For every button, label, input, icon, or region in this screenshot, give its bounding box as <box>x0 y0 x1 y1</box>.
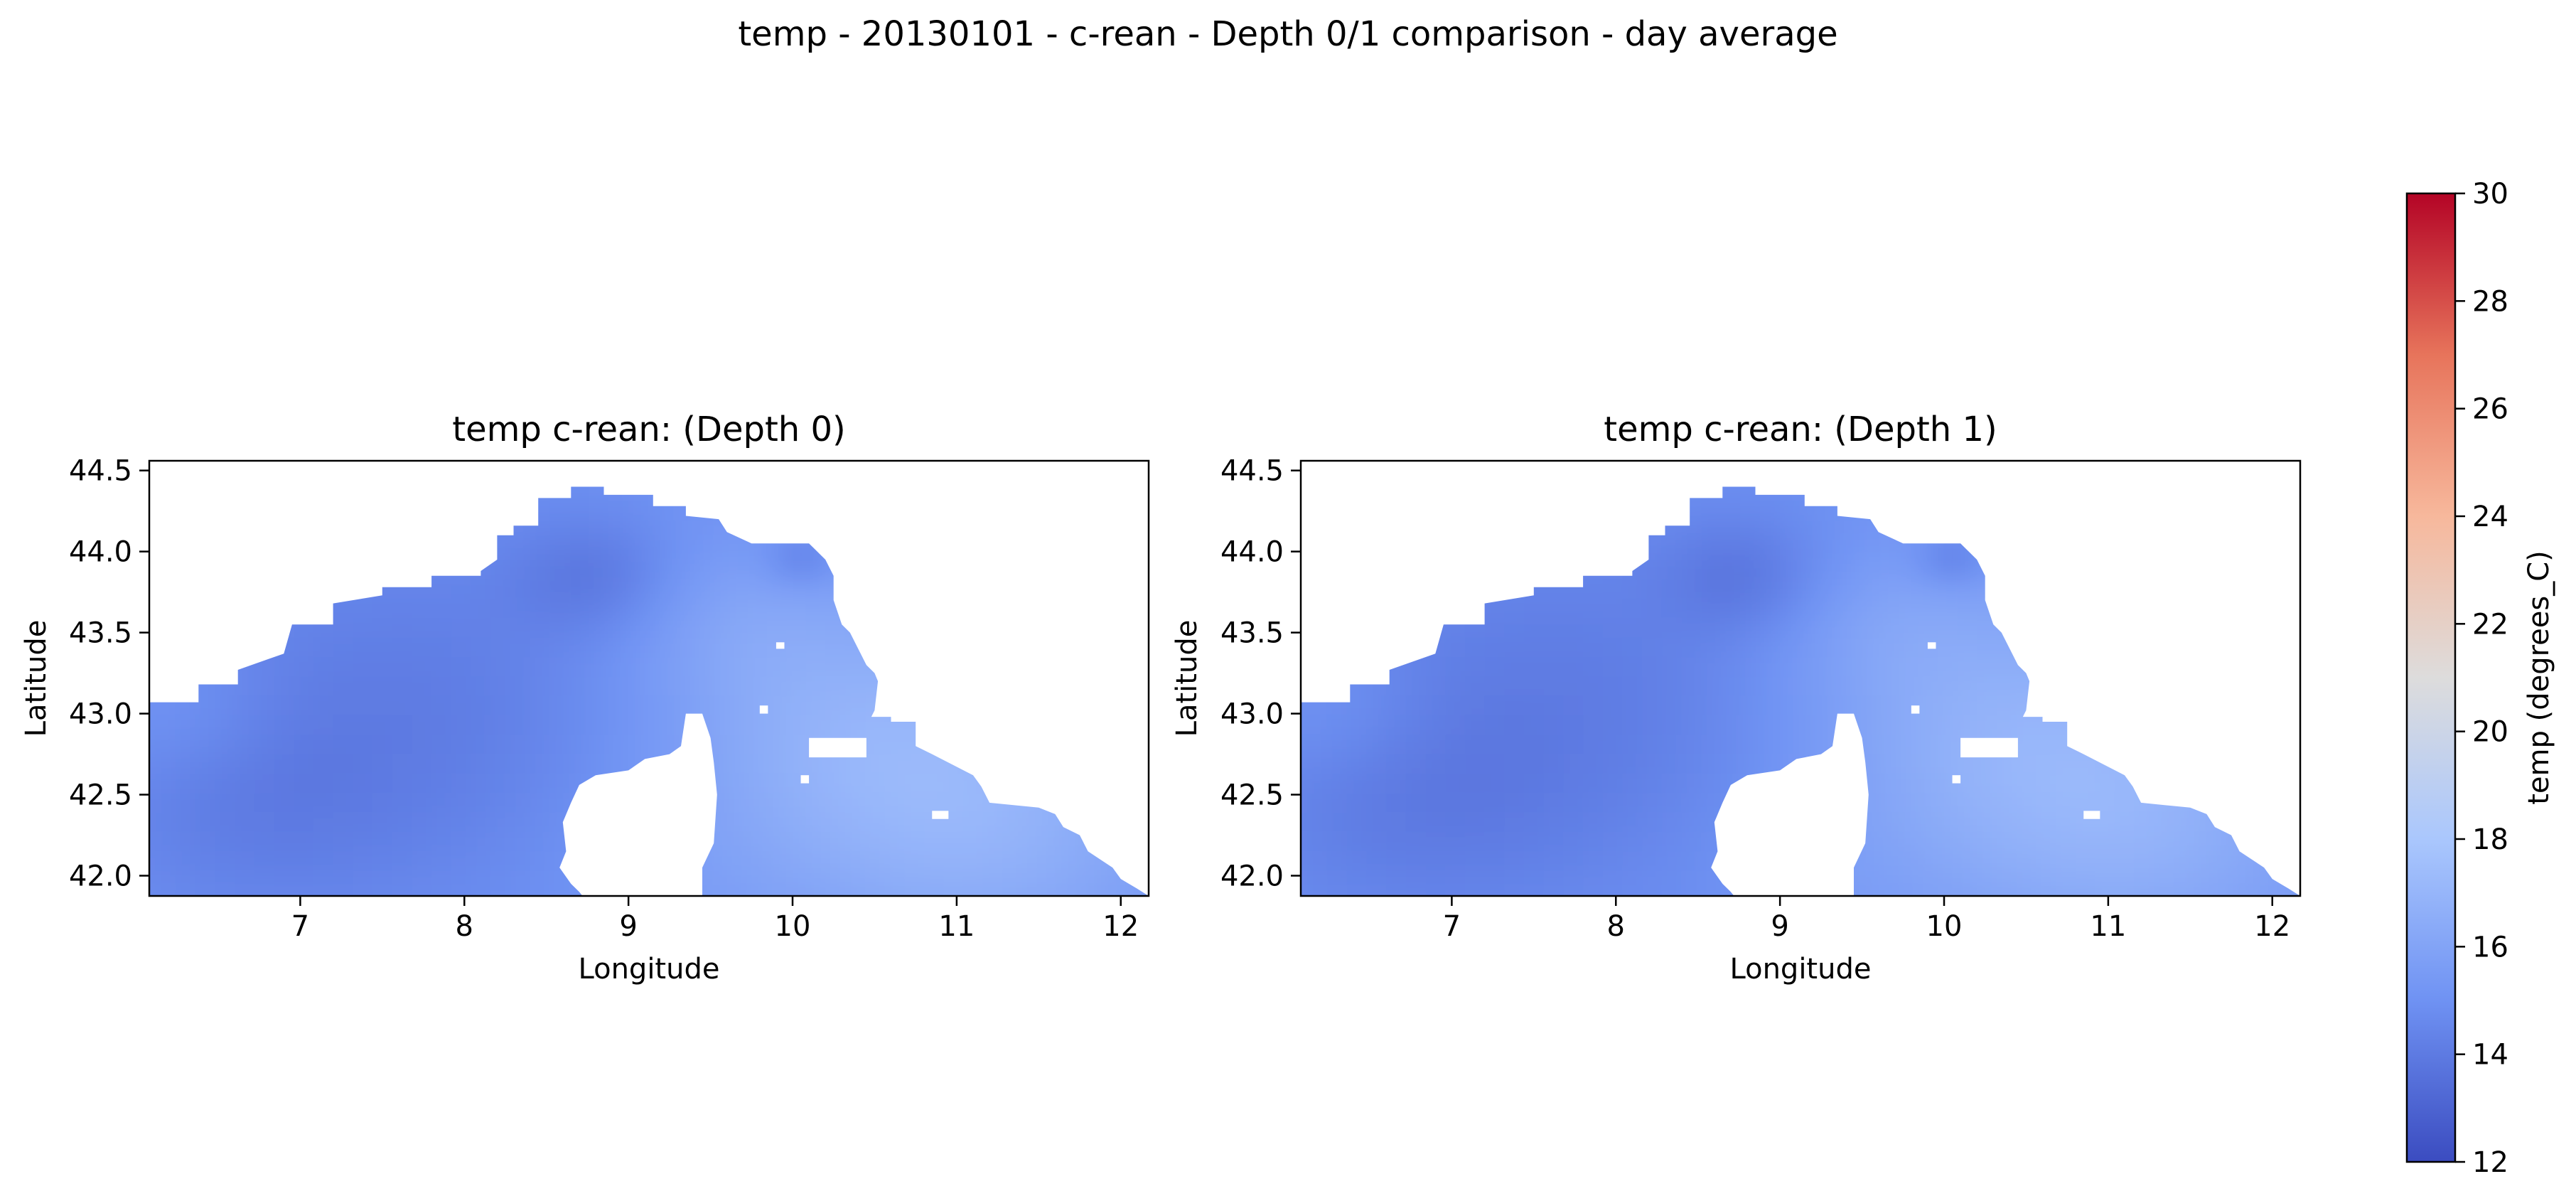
x-tick-label: 12 <box>2254 910 2290 943</box>
island-land <box>776 642 785 649</box>
sea-temperature-field <box>149 486 1149 896</box>
x-tick-label: 11 <box>938 910 975 943</box>
colorbar-label: temp (degrees_C) <box>2523 550 2555 805</box>
colorbar-tick-label: 30 <box>2472 178 2508 210</box>
colorbar-tick-label: 18 <box>2472 823 2508 856</box>
y-tick-label: 44.0 <box>1220 536 1284 569</box>
colorbar-gradient <box>2405 192 2457 1163</box>
x-axis-label: Longitude <box>1730 953 1872 986</box>
island-land <box>800 775 810 784</box>
y-tick-label: 44.0 <box>69 536 132 569</box>
corsica-land <box>559 713 717 896</box>
y-tick-label: 43.0 <box>1220 698 1284 731</box>
x-axis-ticks: 7 8 9 10 11 12 <box>291 896 1139 943</box>
island-land <box>2083 811 2100 819</box>
y-tick-label: 44.5 <box>69 455 132 488</box>
plot-frame <box>1299 459 2302 897</box>
island-land <box>932 811 949 819</box>
y-axis-ticks: 42.0 42.5 43.0 43.5 44.0 44.5 <box>69 455 149 893</box>
y-axis-label: Latitude <box>20 620 53 737</box>
y-tick-label: 43.5 <box>1220 617 1284 650</box>
x-tick-label: 12 <box>1102 910 1139 943</box>
island-land <box>1911 705 1920 714</box>
y-tick-label: 42.0 <box>69 860 132 893</box>
heatmap-area <box>149 486 1149 896</box>
x-tick-label: 9 <box>1771 910 1788 943</box>
island-land <box>1960 737 2018 758</box>
figure-suptitle: temp - 20130101 - c-rean - Depth 0/1 com… <box>738 14 1837 54</box>
x-tick-label: 11 <box>2090 910 2126 943</box>
x-tick-label: 10 <box>775 910 811 943</box>
colorbar: 12 14 16 18 20 22 24 26 28 30 temp (degrees_C) <box>2405 178 2555 1179</box>
island-land <box>1927 642 1936 649</box>
colorbar-tick-label: 14 <box>2472 1039 2508 1072</box>
colorbar-tick-label: 16 <box>2472 931 2508 964</box>
colorbar-tick-label: 26 <box>2472 393 2508 426</box>
panel-title: temp c-rean: (Depth 0) <box>452 410 845 449</box>
x-tick-label: 10 <box>1926 910 1963 943</box>
y-tick-label: 44.5 <box>1220 455 1284 488</box>
y-tick-label: 43.0 <box>69 698 132 731</box>
island-land <box>1952 775 1961 784</box>
plot-frame <box>148 459 1150 897</box>
colorbar-ticks: 12 14 16 18 20 22 24 26 28 30 <box>2455 178 2508 1179</box>
colorbar-tick-label: 20 <box>2472 716 2508 749</box>
island-land <box>759 705 768 714</box>
x-tick-label: 9 <box>619 910 637 943</box>
x-axis-label: Longitude <box>579 953 720 986</box>
island-land <box>809 737 866 758</box>
heatmap-area <box>1301 486 2300 896</box>
y-tick-label: 42.0 <box>1220 860 1284 893</box>
colorbar-tick-label: 28 <box>2472 285 2508 318</box>
x-tick-label: 8 <box>456 910 473 943</box>
y-axis-label: Latitude <box>1171 620 1203 737</box>
x-tick-label: 7 <box>1443 910 1461 943</box>
colorbar-tick-label: 22 <box>2472 608 2508 641</box>
corsica-land <box>1711 713 1869 896</box>
colorbar-tick-label: 24 <box>2472 501 2508 533</box>
map-panel-depth-1: temp c-rean: (Depth 1) 7 8 9 10 11 12 42.042.… <box>1171 410 2302 986</box>
y-tick-label: 43.5 <box>69 617 132 650</box>
sea-temperature-field <box>1301 486 2300 896</box>
x-tick-label: 7 <box>291 910 309 943</box>
x-axis-ticks: 7 8 9 10 11 12 <box>1443 896 2290 943</box>
y-tick-label: 42.5 <box>69 779 132 812</box>
map-panel-depth-0: temp c-rean: (Depth 0) 7 8 9 10 11 12 42.042.… <box>20 410 1150 986</box>
y-axis-ticks: 42.0 42.5 43.0 43.5 44.0 44.5 <box>1220 455 1301 893</box>
y-tick-label: 42.5 <box>1220 779 1284 812</box>
panel-title: temp c-rean: (Depth 1) <box>1604 410 1997 449</box>
x-tick-label: 8 <box>1607 910 1625 943</box>
colorbar-tick-label: 12 <box>2472 1146 2508 1179</box>
